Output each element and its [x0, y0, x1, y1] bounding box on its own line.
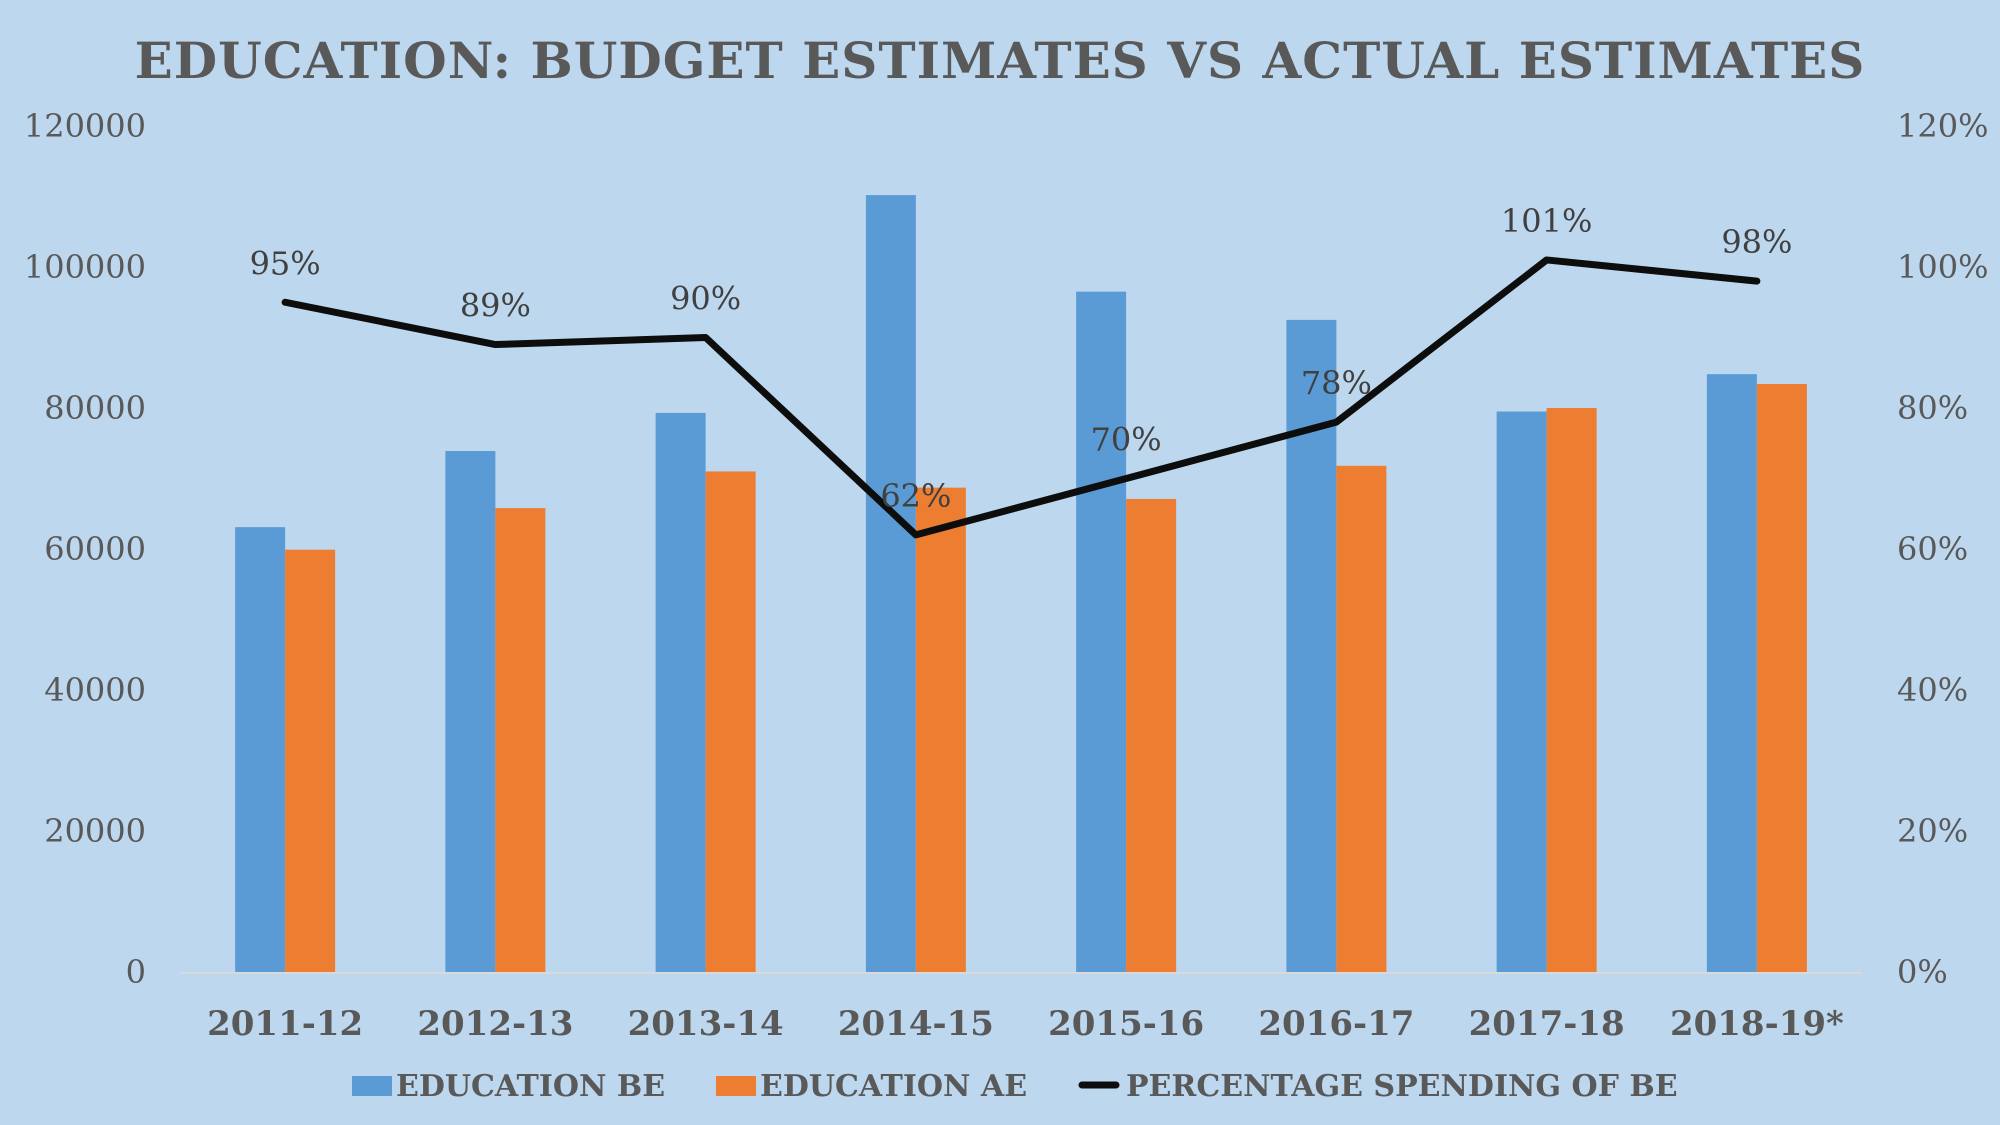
- y-left-tick-label: 20000: [44, 812, 146, 850]
- legend-item: EDUCATION BE: [352, 1069, 665, 1104]
- y-right-tick-label: 100%: [1897, 248, 1988, 286]
- y-left-tick-label: 120000: [24, 107, 146, 145]
- bar-education-ae: [1756, 384, 1807, 972]
- bar-education-be: [865, 195, 916, 973]
- legend-item: PERCENTAGE SPENDING OF BE: [1078, 1069, 1678, 1104]
- x-category-label: 2013-14: [628, 1004, 784, 1044]
- y-left-tick-label: 60000: [44, 530, 146, 568]
- bar-education-be: [235, 527, 286, 972]
- y-left-tick-label: 0: [126, 953, 146, 991]
- y-left-tick-label: 80000: [44, 389, 146, 427]
- y-right-tick-label: 80%: [1897, 389, 1968, 427]
- bar-education-ae: [1336, 465, 1387, 972]
- bar-education-be: [1706, 374, 1757, 972]
- percentage-data-label: 98%: [1721, 223, 1792, 261]
- legend-swatch-icon: [716, 1076, 756, 1096]
- bar-education-ae: [1126, 498, 1177, 972]
- bar-education-ae: [285, 549, 336, 972]
- legend-swatch-icon: [352, 1076, 392, 1096]
- bar-education-be: [1076, 291, 1127, 972]
- legend-label: EDUCATION AE: [760, 1069, 1027, 1104]
- bar-education-ae: [705, 471, 756, 972]
- x-category-label: 2015-16: [1048, 1004, 1204, 1044]
- bar-education-be: [445, 451, 496, 972]
- percentage-data-label: 90%: [670, 280, 741, 318]
- percentage-data-label: 62%: [880, 477, 951, 515]
- percentage-data-label: 95%: [250, 244, 321, 282]
- chart-title: EDUCATION: BUDGET ESTIMATES VS ACTUAL ES…: [135, 31, 1866, 90]
- percentage-line-path: [281, 256, 1761, 539]
- y-axis-right: 0% 20% 40% 60% 80% 100% 120%: [1897, 107, 1988, 991]
- x-category-label: 2011-12: [207, 1004, 363, 1044]
- x-category-label: 2014-15: [838, 1004, 994, 1044]
- y-left-tick-label: 40000: [44, 671, 146, 709]
- x-axis-categories: 2011-12 2012-13 2013-14 2014-15 2015-16 2016-…: [207, 1004, 1844, 1044]
- percentage-data-label: 101%: [1501, 202, 1592, 240]
- y-right-tick-label: 120%: [1897, 107, 1988, 145]
- x-category-label: 2016-17: [1258, 1004, 1414, 1044]
- y-right-tick-label: 60%: [1897, 530, 1968, 568]
- legend-label: EDUCATION BE: [396, 1069, 665, 1104]
- y-left-tick-label: 100000: [24, 248, 146, 286]
- bar-education-be: [1286, 319, 1337, 972]
- legend-label: PERCENTAGE SPENDING OF BE: [1126, 1069, 1678, 1104]
- bars: [235, 195, 1807, 973]
- percentage-data-label: 78%: [1301, 364, 1372, 402]
- bar-education-ae: [495, 508, 546, 972]
- percentage-line: [281, 256, 1761, 539]
- x-category-label: 2018-19*: [1670, 1004, 1844, 1044]
- y-right-tick-label: 20%: [1897, 812, 1968, 850]
- legend-item: EDUCATION AE: [716, 1069, 1027, 1104]
- y-right-tick-label: 0%: [1897, 953, 1948, 991]
- data-labels: 95% 89% 90% 62% 70% 78% 101% 98%: [250, 202, 1793, 515]
- legend: EDUCATION BE EDUCATION AE PERCENTAGE SPEND…: [352, 1069, 1678, 1104]
- bar-education-be: [1496, 411, 1547, 972]
- x-category-label: 2012-13: [417, 1004, 573, 1044]
- percentage-data-label: 89%: [460, 287, 531, 325]
- percentage-data-label: 70%: [1091, 421, 1162, 459]
- bar-education-ae: [1546, 408, 1597, 972]
- y-right-tick-label: 40%: [1897, 671, 1968, 709]
- x-category-label: 2017-18: [1469, 1004, 1625, 1044]
- bar-education-be: [655, 412, 706, 972]
- y-axis-left: 0 20000 40000 60000 80000 100000 120000: [24, 107, 146, 991]
- bar-education-ae: [915, 487, 966, 972]
